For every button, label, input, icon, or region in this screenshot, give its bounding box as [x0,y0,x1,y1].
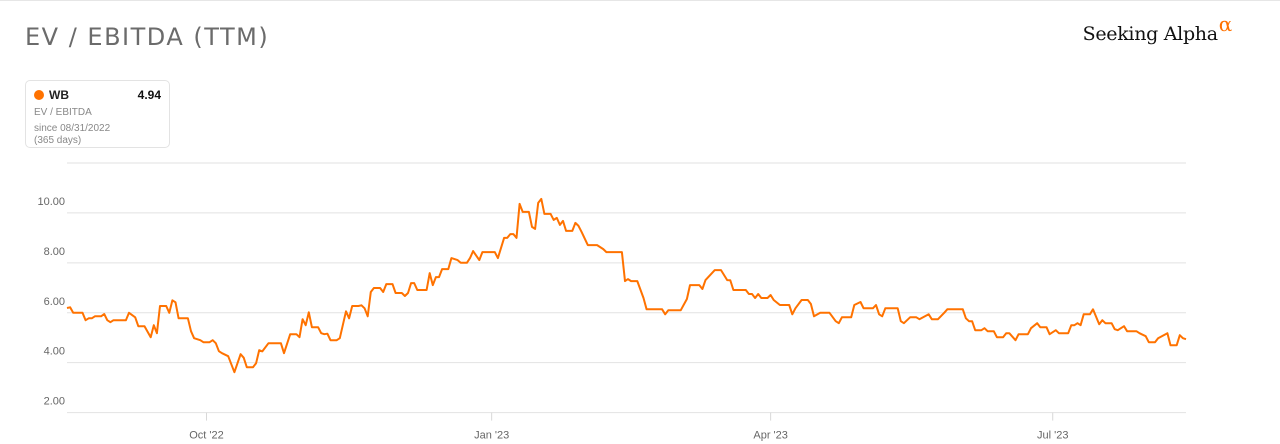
legend-metric: EV / EBITDA [34,107,92,118]
y-tick-label: 2.00 [44,396,65,408]
series-line-wb [66,197,1187,374]
x-tick-label: Oct '22 [189,430,224,442]
x-tick-label: Jul '23 [1037,430,1068,442]
y-tick-label: 6.00 [44,296,65,308]
legend-since: since 08/31/2022 [34,123,111,134]
legend-series: WB [34,88,69,102]
legend-period: (365 days) [34,135,82,146]
y-tick-label: 8.00 [44,246,65,258]
x-tick-label: Jan '23 [474,430,509,442]
series-dot-icon [34,90,44,100]
legend-card: WB 4.94 EV / EBITDA since 08/31/2022 (36… [25,80,170,148]
logo-text: Seeking Alpha [1082,23,1218,45]
x-tick-label: Apr '23 [753,430,788,442]
legend-symbol: WB [49,88,69,102]
seeking-alpha-logo[interactable]: Seeking Alphaα [1082,12,1233,45]
y-tick-label: 4.00 [44,346,65,358]
y-tick-label: 10.00 [37,196,65,208]
legend-value: 4.94 [137,88,161,102]
chart-title: EV / EBITDA (TTM) [25,23,270,51]
alpha-icon: α [1218,12,1233,36]
